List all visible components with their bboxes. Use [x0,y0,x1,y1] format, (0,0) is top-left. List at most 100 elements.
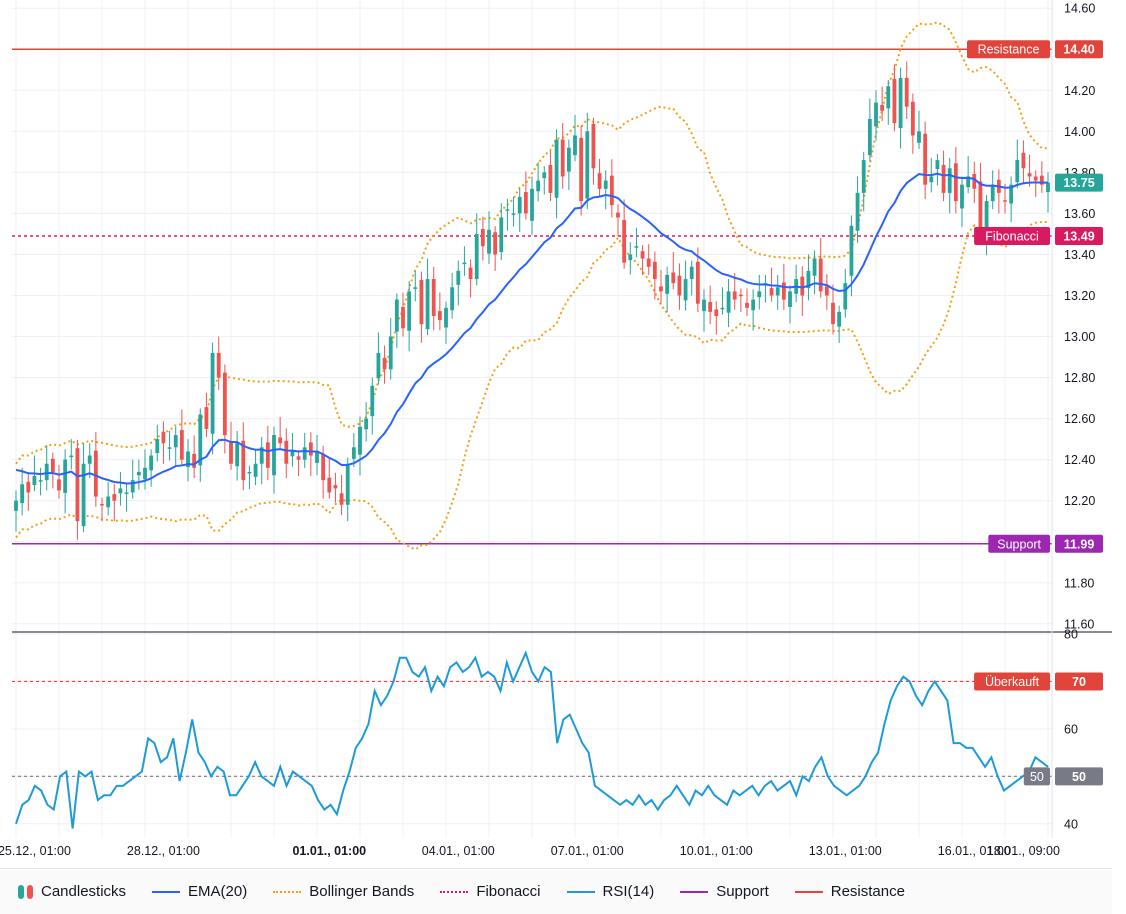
candle-body [229,442,233,464]
candle-body [321,453,326,481]
rsi-tick-label: 40 [1064,817,1078,831]
candle-body [536,180,541,192]
ema-20-line [15,172,1049,485]
candle-body [161,431,166,444]
candle-body [462,262,467,265]
candle-body [788,291,792,307]
candle-body [824,286,829,296]
candle-body [542,172,547,179]
candle-body [186,451,190,468]
candle-body [358,426,362,455]
candle-body [444,307,448,328]
candle-body [769,288,774,296]
price-tick-label: 12.80 [1064,371,1095,385]
candle-body [597,173,602,189]
candle-body [517,196,522,214]
candle-body [714,309,719,316]
candle-body [628,254,633,261]
candle-body [806,270,811,289]
support-tag-label: Support [997,537,1041,551]
price-chart[interactable]: 14.6014.4014.2014.0013.8013.6013.4013.20… [0,0,1126,868]
legend-label: Fibonacci [476,883,541,900]
price-tick-label: 14.00 [1064,125,1095,139]
rsi-panel [15,650,1049,829]
overbought-tag-value: 70 [1072,675,1086,689]
price-tick-label: 12.20 [1064,494,1095,508]
candle-body [689,266,694,280]
legend-ema20[interactable]: EMA(20) [152,883,247,900]
candle-body [20,484,25,504]
candle-body [757,291,762,298]
candle-body [38,480,43,482]
candle-body [75,448,80,522]
candle-body [530,188,534,221]
time-tick-label: 04.01., 01:00 [422,844,495,858]
candle-body [812,258,817,276]
candle-body [480,228,485,247]
candlestick-icon [18,884,33,899]
candle-body [1021,152,1026,169]
candle-body [308,442,313,456]
candle-body [247,471,252,474]
candle-body [265,442,270,468]
candle-body [573,135,577,156]
candle-body [566,147,571,172]
candle-body [1046,182,1050,193]
candle-body [241,440,246,481]
price-tick-label: 13.20 [1064,289,1095,303]
rsi-line-icon [566,885,595,899]
candle-body [910,101,915,136]
legend-label: Candlesticks [41,883,127,900]
candle-body [339,493,344,505]
candle-body [677,275,682,296]
legend-fibonacci[interactable]: Fibonacci [440,883,541,900]
candle-body [523,192,528,214]
candle-body [155,439,160,454]
candle-body [173,435,178,448]
resistance-tag-value: 14.40 [1063,43,1094,57]
candle-body [413,287,418,289]
candle-body [192,453,197,468]
candle-body [732,291,737,300]
candle-body [167,447,172,449]
legend-bollinger[interactable]: Bollinger Bands [273,883,414,900]
legend-candlesticks[interactable]: Candlesticks [18,883,126,900]
time-tick-label: 16.01., 01:00 [938,844,1011,858]
candle-body [388,336,393,370]
candle-body [984,201,989,239]
support-tag-label-bg [988,534,1050,553]
candle-body [843,283,848,310]
legend-support[interactable]: Support [680,883,769,900]
bollinger-upper [15,21,1049,465]
time-tick-label: 18.01., 09:00 [987,844,1060,858]
candle-body [93,450,98,497]
candle-body [290,451,295,457]
candle-body [394,299,399,332]
candle-body [315,451,319,463]
candle-body [781,282,786,300]
legend-resistance[interactable]: Resistance [794,883,905,900]
candle-body [861,160,866,193]
rsi-mid-tag-label: 50 [1030,770,1044,784]
fibonacci-tag-label-bg [974,226,1050,245]
overbought-tag-value-bg [1055,672,1103,691]
candle-body [880,105,885,111]
legend: Candlesticks EMA(20) Bollinger Bands Fib… [0,868,1112,914]
candle-body [874,102,878,127]
price-tags: Resistance 14.40 13.75 Fibonacci 13.49 Suppor… [967,40,1103,786]
candle-body [333,485,338,489]
candle-body [929,176,934,183]
candle-body [44,463,49,481]
candle-body [775,287,780,296]
candle-body [106,496,111,508]
candle-body [978,181,983,234]
candle-body [585,131,590,199]
candle-body [1009,184,1014,204]
fibonacci-line-icon [440,885,469,899]
rsi-tick-label: 60 [1064,722,1078,736]
time-tick-label: 07.01., 01:00 [551,844,624,858]
support-line-icon [680,885,709,899]
legend-rsi[interactable]: RSI(14) [566,883,654,900]
candle-body [751,299,756,311]
rsi-mid-tag-value: 50 [1072,770,1086,784]
